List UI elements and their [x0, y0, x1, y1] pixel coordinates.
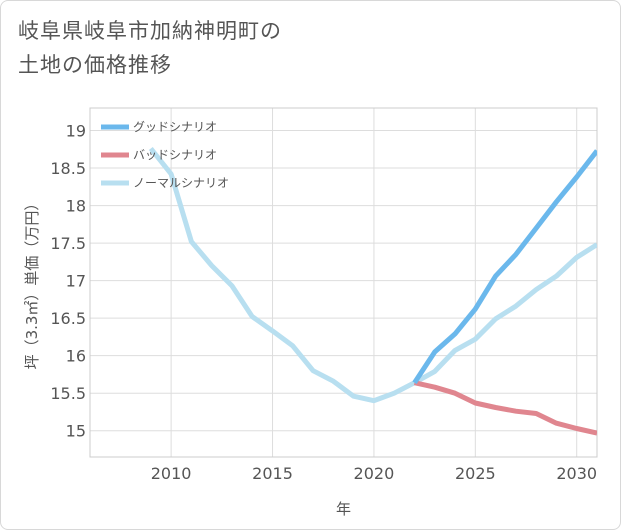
- x-tick-label: 2010: [151, 464, 192, 483]
- y-tick-label: 15.5: [50, 384, 86, 403]
- legend-label: グッドシナリオ: [133, 120, 217, 134]
- chart-title-line2: 土地の価格推移: [18, 53, 172, 77]
- x-tick-label: 2025: [455, 464, 496, 483]
- x-axis-label: 年: [336, 500, 351, 518]
- y-tick-label: 19: [66, 122, 86, 141]
- legend-label: ノーマルシナリオ: [133, 176, 229, 190]
- y-tick-label: 17.5: [50, 234, 86, 253]
- y-tick-label: 15: [66, 422, 86, 441]
- series-line-3: [148, 146, 597, 404]
- ticks: 2010 2015 2020 2025 2030 15 15.5 16 16.5 17 17.5 18…: [50, 122, 597, 483]
- x-tick-label: 2015: [252, 464, 293, 483]
- y-tick-label: 16.5: [50, 309, 86, 328]
- grid: [90, 108, 597, 457]
- plot-area: [89, 107, 598, 458]
- y-tick-label: 18: [66, 197, 86, 216]
- x-tick-label: 2020: [354, 464, 395, 483]
- series-layer: [148, 146, 597, 436]
- series-line-1: [412, 149, 597, 385]
- y-tick-label: 18.5: [50, 159, 86, 178]
- chart-title-line1: 岐阜県岐阜市加納神明町の: [18, 19, 282, 43]
- y-tick-label: 16: [66, 347, 86, 366]
- x-tick-label: 2030: [556, 464, 597, 483]
- series-line-2: [413, 380, 597, 436]
- y-axis-label: 坪（3.3㎡）単価（万円）: [23, 196, 41, 370]
- chart-title: 岐阜県岐阜市加納神明町の 土地の価格推移: [18, 14, 282, 82]
- legend-label: バッドシナリオ: [133, 148, 217, 162]
- y-tick-label: 17: [66, 272, 86, 291]
